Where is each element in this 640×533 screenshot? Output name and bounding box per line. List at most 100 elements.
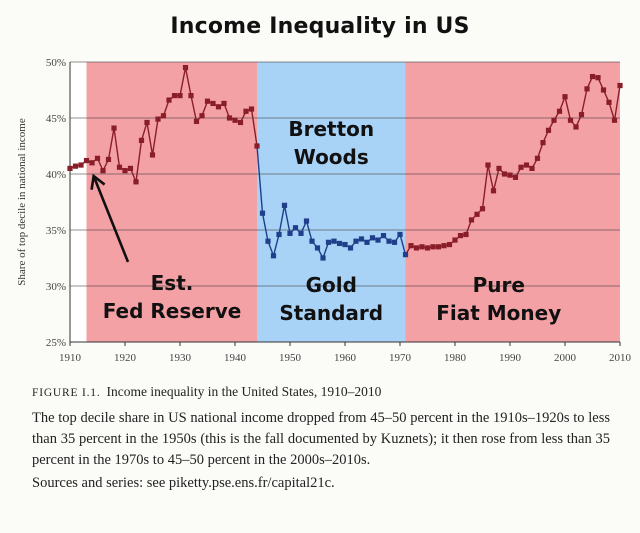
data-point bbox=[369, 235, 376, 241]
data-point bbox=[386, 238, 392, 244]
data-point bbox=[595, 75, 601, 81]
data-point bbox=[265, 238, 271, 244]
y-tick-label: 45% bbox=[46, 113, 66, 125]
data-point bbox=[435, 244, 442, 250]
chart: 25% 30% 35% 40% 45% 50% 1910 1920 1930 1940 1950 19… bbox=[16, 57, 632, 364]
data-point bbox=[259, 210, 266, 216]
x-tick-label: 2010 bbox=[609, 352, 632, 364]
data-point bbox=[325, 239, 332, 245]
data-point bbox=[419, 244, 425, 250]
data-point bbox=[155, 116, 161, 122]
data-point bbox=[518, 164, 524, 170]
data-point bbox=[314, 245, 321, 251]
series-segment bbox=[190, 95, 198, 122]
data-point bbox=[226, 115, 233, 121]
data-point bbox=[188, 93, 194, 99]
data-point bbox=[336, 240, 343, 247]
data-point bbox=[67, 165, 73, 171]
data-point bbox=[270, 253, 277, 259]
data-point bbox=[116, 164, 123, 170]
data-point bbox=[600, 87, 607, 93]
data-point bbox=[182, 65, 189, 71]
data-point bbox=[127, 165, 134, 171]
data-point bbox=[408, 243, 414, 249]
data-point bbox=[237, 119, 244, 126]
data-point bbox=[606, 99, 612, 105]
series-segment bbox=[613, 85, 621, 121]
series-segment bbox=[564, 96, 572, 121]
data-point bbox=[545, 127, 552, 133]
data-point bbox=[232, 117, 238, 123]
data-point bbox=[430, 244, 436, 250]
data-point bbox=[281, 202, 288, 208]
series-segment bbox=[184, 67, 192, 96]
series-segment bbox=[256, 145, 264, 214]
data-point bbox=[160, 113, 167, 119]
x-tick-label: 1920 bbox=[114, 352, 137, 364]
data-point bbox=[490, 188, 497, 194]
data-point bbox=[468, 217, 475, 223]
data-point bbox=[463, 231, 469, 238]
data-point bbox=[221, 100, 227, 107]
data-point bbox=[248, 106, 255, 112]
y-tick-label: 25% bbox=[46, 337, 66, 349]
data-point bbox=[485, 162, 491, 168]
data-point bbox=[540, 140, 546, 146]
figure-description: The top decile share in US national inco… bbox=[32, 410, 610, 468]
era-fiat-money-band bbox=[405, 62, 620, 342]
data-point bbox=[551, 117, 557, 123]
series-segment bbox=[179, 67, 187, 96]
data-point bbox=[578, 112, 585, 118]
series-segment bbox=[283, 205, 291, 234]
series-segment bbox=[487, 164, 495, 191]
y-axis-label: Share of top decile in national income bbox=[16, 118, 28, 286]
series-segment bbox=[399, 234, 407, 255]
data-point bbox=[347, 245, 354, 251]
era-label-fed-reserve: Fed Reserve bbox=[103, 299, 242, 323]
data-point bbox=[320, 255, 326, 261]
figure-title-line: FIGURE I.1. Income inequality in the Unit… bbox=[32, 384, 610, 400]
data-point bbox=[331, 238, 337, 244]
data-point bbox=[105, 156, 112, 163]
data-point bbox=[254, 143, 260, 149]
y-tick-label: 30% bbox=[46, 281, 66, 293]
data-point bbox=[358, 236, 365, 242]
x-tick-label: 1910 bbox=[59, 352, 82, 364]
data-point bbox=[89, 160, 95, 166]
y-tick-label: 40% bbox=[46, 169, 66, 181]
data-point bbox=[573, 124, 579, 130]
chart-title: Income Inequality in US bbox=[170, 14, 470, 39]
data-point bbox=[144, 119, 150, 126]
series-segment bbox=[272, 234, 280, 256]
data-point bbox=[177, 93, 183, 99]
data-point bbox=[446, 241, 453, 248]
series-segment bbox=[481, 164, 489, 209]
data-point bbox=[100, 168, 106, 174]
data-point bbox=[204, 98, 211, 104]
figure-caption: FIGURE I.1. Income inequality in the Unit… bbox=[32, 384, 610, 494]
data-point bbox=[342, 241, 348, 248]
series-segment bbox=[580, 88, 588, 115]
data-point bbox=[309, 238, 315, 244]
data-point bbox=[111, 125, 117, 131]
data-point bbox=[199, 113, 205, 119]
data-point bbox=[512, 174, 519, 180]
data-point bbox=[452, 237, 458, 243]
series-segment bbox=[107, 127, 115, 160]
x-tick-label: 2000 bbox=[554, 352, 577, 364]
series-segment bbox=[135, 140, 143, 182]
data-point bbox=[402, 252, 409, 258]
series-segment bbox=[608, 102, 616, 121]
data-point bbox=[556, 108, 563, 114]
data-point bbox=[210, 100, 216, 107]
data-point bbox=[424, 245, 431, 251]
data-point bbox=[83, 157, 90, 164]
data-point bbox=[496, 165, 502, 171]
era-label-fiat-money: Fiat Money bbox=[436, 301, 561, 325]
x-tick-label: 1970 bbox=[389, 352, 412, 364]
data-point bbox=[507, 172, 513, 178]
data-point bbox=[215, 104, 222, 110]
data-point bbox=[353, 238, 359, 244]
data-point bbox=[303, 218, 310, 224]
